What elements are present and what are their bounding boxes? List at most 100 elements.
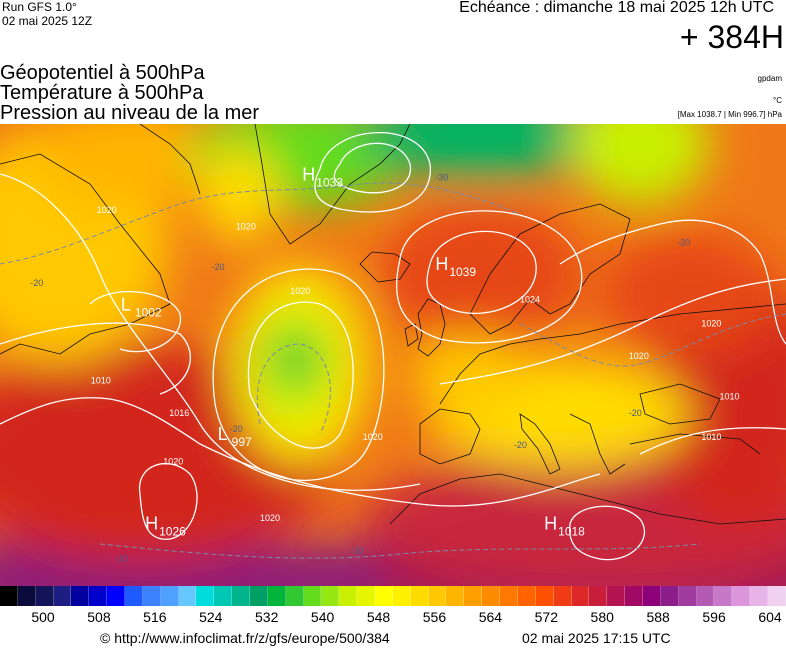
colorbar-cell — [446, 586, 465, 606]
colorbar-cell — [178, 586, 197, 606]
isobars — [0, 132, 786, 561]
geopotential-field — [0, 124, 786, 586]
colorbar-cell — [53, 586, 72, 606]
high-pressure-center: H 1039 — [435, 254, 476, 279]
run-label: Run GFS 1.0° — [2, 0, 77, 14]
isobar-label: 1016 — [169, 408, 189, 418]
colorbar-cell — [0, 586, 18, 606]
isotherm-label: -10 — [351, 546, 364, 556]
colorbar-tick-label: 524 — [199, 609, 223, 625]
colorbar-cell — [392, 586, 411, 606]
isotherm-label: -10 — [115, 554, 128, 564]
isobar-label: 1010 — [701, 432, 721, 442]
colorbar-cell — [160, 586, 179, 606]
colorbar-cell — [214, 586, 233, 606]
colorbar-cell — [142, 586, 161, 606]
isobar-label: 1010 — [719, 392, 739, 402]
isotherm-label: -20 — [212, 262, 225, 272]
isotherm-label: -20 — [629, 408, 642, 418]
isobar-label: 1020 — [97, 205, 117, 215]
pressure-center-value: 1018 — [558, 524, 585, 538]
colorbar-cell — [642, 586, 661, 606]
forecast-hour: + 384H — [679, 19, 784, 55]
colorbar-tick-label: 508 — [87, 609, 111, 625]
colorbar-cell — [375, 586, 393, 606]
colorbar-tick-label: 532 — [255, 609, 279, 625]
pressure-center-letter: H — [544, 513, 557, 533]
colorbar-tick-label: 516 — [143, 609, 167, 625]
pressure-center-letter: H — [435, 254, 448, 274]
colorbar-cell — [660, 586, 679, 606]
pressure-center-value: 1026 — [159, 524, 186, 538]
colorbar-cell — [535, 586, 554, 606]
colorbar-tick-label: 572 — [534, 609, 558, 625]
isotherm-label: -30 — [435, 173, 448, 183]
colorbar-ticks: 500 508 516 524 532 540 548 556 564 572 580 588 596 6… — [0, 609, 786, 627]
colorbar-cell — [250, 586, 268, 606]
isobar-label: 1024 — [520, 294, 540, 304]
pressure-center-letter: H — [302, 165, 315, 185]
colorbar-cell — [732, 586, 751, 606]
title-geopotential: Géopotentiel à 500hPa — [0, 62, 205, 84]
low-pressure-center: L 997 — [218, 424, 252, 449]
colorbar-cell — [482, 586, 501, 606]
colorbar-cell — [500, 586, 518, 606]
colorbar-cell — [107, 586, 126, 606]
pressure-minmax: [Max 1038.7 | Min 996.7] hPa — [677, 110, 782, 119]
colorbar-cell — [321, 586, 340, 606]
isobar-label: 1020 — [701, 319, 721, 329]
colorbar-cell — [267, 586, 286, 606]
colorbar — [0, 586, 786, 606]
isobar-labels: 1020 1020 1020 1020 1020 1020 1020 1020 1010 1010… — [91, 205, 740, 523]
colorbar-cell — [357, 586, 376, 606]
colorbar-cell — [89, 586, 108, 606]
issued-time: 02 mai 2025 17:15 UTC — [522, 630, 671, 646]
colorbar-tick-label: 556 — [422, 609, 447, 625]
pressure-center-value: 997 — [232, 435, 252, 449]
isobar-label: 1020 — [629, 351, 649, 361]
colorbar-cell — [678, 586, 697, 606]
pressure-center-value: 1033 — [316, 176, 343, 190]
colorbar-cell — [428, 586, 447, 606]
colorbar-tick-label: 580 — [590, 609, 614, 625]
isobar-label: 1020 — [260, 513, 280, 523]
colorbar-cell — [464, 586, 483, 606]
colorbar-cell — [607, 586, 626, 606]
isobar-label: 1020 — [363, 432, 383, 442]
source-link[interactable]: © http://www.infoclimat.fr/z/gfs/europe/… — [100, 630, 390, 646]
colorbar-tick-label: 588 — [646, 609, 670, 625]
isobar-label: 1020 — [163, 456, 183, 466]
unit-temperature: °C — [773, 96, 782, 105]
isotherm-label: -20 — [30, 278, 43, 288]
valid-time: Echéance : dimanche 18 mai 2025 12h UTC — [459, 0, 774, 16]
colorbar-cell — [553, 586, 572, 606]
colorbar-cell — [625, 586, 643, 606]
colorbar-tick-label: 596 — [702, 609, 726, 625]
pressure-center-letter: L — [218, 424, 228, 444]
colorbar-tick-label: 564 — [478, 609, 503, 625]
isotherm-label: -20 — [514, 440, 527, 450]
low-pressure-center: L 1002 — [121, 294, 162, 319]
isotherm-label: -20 — [230, 424, 243, 434]
colorbar-cell — [17, 586, 36, 606]
pressure-center-value: 1039 — [449, 265, 476, 279]
colorbar-cell — [232, 586, 251, 606]
colorbar-cell — [71, 586, 90, 606]
colorbar-cell — [714, 586, 733, 606]
colorbar-cell — [285, 586, 304, 606]
colorbar-tick-label: 540 — [310, 609, 335, 625]
colorbar-cell — [303, 586, 322, 606]
colorbar-tick-label: 548 — [366, 609, 391, 625]
colorbar-cell — [196, 586, 215, 606]
colorbar-cell — [696, 586, 715, 606]
unit-geopotential: gpdam — [757, 74, 782, 83]
title-temperature: Température à 500hPa — [0, 82, 204, 104]
high-pressure-center: H 1026 — [145, 513, 186, 538]
temperature-labels: -30 -20 -20 -20 -20 -20 -20 -10 -10 — [30, 173, 690, 564]
coastlines — [0, 124, 786, 525]
colorbar-cell — [589, 586, 608, 606]
high-pressure-center: H 1018 — [544, 513, 585, 538]
colorbar-cell — [339, 586, 358, 606]
run-date: 02 mai 2025 12Z — [2, 14, 93, 28]
